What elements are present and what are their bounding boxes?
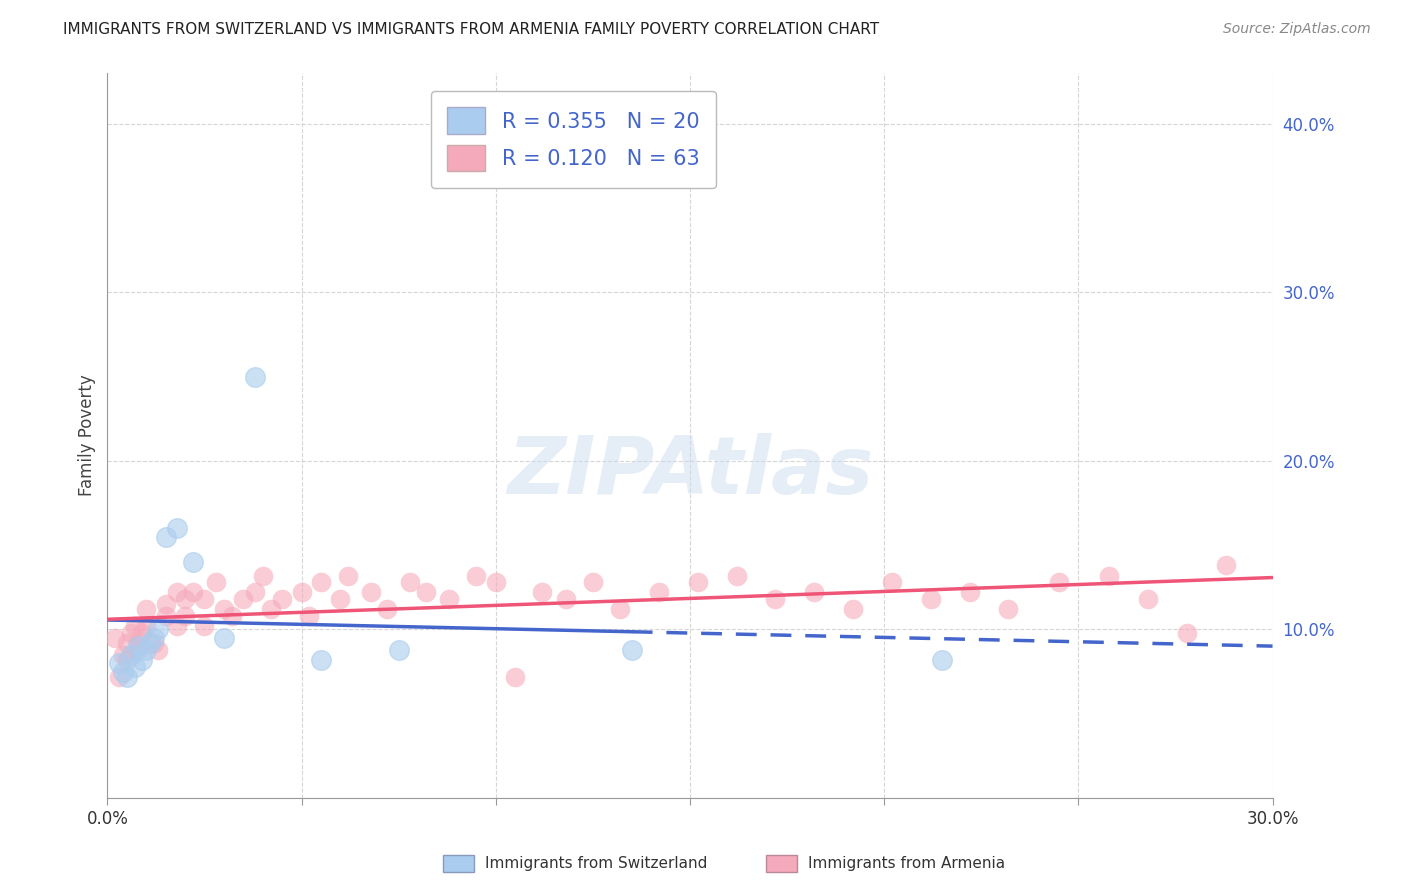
Point (298, 609, 321, 624)
Point (582, 575, 605, 590)
Point (155, 609, 177, 624)
Point (143, 631, 166, 645)
Point (181, 555, 204, 569)
Text: IMMIGRANTS FROM SWITZERLAND VS IMMIGRANTS FROM ARMENIA FAMILY POVERTY CORRELATIO: IMMIGRANTS FROM SWITZERLAND VS IMMIGRANT… (63, 22, 879, 37)
Point (337, 568, 360, 582)
Point (115, 670, 138, 684)
Point (166, 619, 188, 633)
Point (108, 670, 131, 684)
Point (880, 575, 903, 590)
Point (146, 623, 169, 637)
Point (931, 653, 953, 667)
Point (763, 592, 786, 607)
Point (803, 585, 825, 599)
Point (120, 648, 142, 662)
Point (725, 568, 748, 582)
Point (554, 592, 576, 607)
Point (135, 642, 157, 657)
Point (108, 657, 131, 671)
Point (375, 602, 398, 616)
Point (212, 631, 235, 645)
Point (111, 665, 134, 679)
Text: Immigrants from Armenia: Immigrants from Armenia (808, 856, 1005, 871)
Point (1098, 568, 1121, 582)
Point (127, 642, 149, 657)
Text: ZIPAtlas: ZIPAtlas (506, 433, 873, 511)
Point (1047, 575, 1070, 590)
Point (329, 592, 352, 607)
Point (115, 653, 138, 667)
Point (232, 592, 254, 607)
Point (221, 609, 243, 624)
Point (388, 642, 411, 657)
Point (259, 602, 281, 616)
Point (174, 609, 197, 624)
Point (609, 602, 631, 616)
Point (1137, 592, 1160, 607)
Point (181, 585, 204, 599)
Text: Source: ZipAtlas.com: Source: ZipAtlas.com (1223, 22, 1371, 37)
Text: Immigrants from Switzerland: Immigrants from Switzerland (485, 856, 707, 871)
Point (135, 619, 157, 633)
Point (104, 631, 127, 645)
Point (842, 602, 865, 616)
Point (115, 636, 138, 650)
Point (120, 625, 142, 640)
Point (212, 602, 235, 616)
Point (155, 530, 177, 544)
Point (485, 575, 508, 590)
Point (252, 568, 274, 582)
Point (155, 597, 177, 611)
Point (309, 653, 332, 667)
Point (1215, 558, 1237, 573)
Point (465, 568, 488, 582)
Point (243, 585, 266, 599)
Point (399, 575, 422, 590)
Point (959, 585, 981, 599)
Point (437, 592, 460, 607)
Point (124, 659, 146, 673)
Point (131, 625, 153, 640)
Point (531, 585, 554, 599)
Point (271, 592, 294, 607)
Point (415, 585, 437, 599)
Point (920, 592, 942, 607)
Point (290, 585, 312, 599)
Point (127, 640, 149, 654)
Point (620, 642, 643, 657)
Point (166, 521, 188, 535)
Point (686, 575, 709, 590)
Point (1175, 625, 1198, 640)
Point (503, 670, 526, 684)
Point (997, 602, 1019, 616)
Point (135, 602, 157, 616)
Point (205, 575, 228, 590)
Point (166, 585, 188, 599)
Point (648, 585, 671, 599)
Point (124, 619, 146, 633)
Point (243, 369, 266, 384)
Legend: R = 0.355   N = 20, R = 0.120   N = 63: R = 0.355 N = 20, R = 0.120 N = 63 (430, 91, 716, 188)
Point (193, 592, 215, 607)
Point (143, 636, 166, 650)
Y-axis label: Family Poverty: Family Poverty (79, 375, 96, 497)
Point (174, 592, 197, 607)
Point (193, 619, 215, 633)
Point (139, 636, 162, 650)
Point (309, 575, 332, 590)
Point (360, 585, 382, 599)
Point (146, 642, 169, 657)
Point (131, 653, 153, 667)
Point (111, 648, 134, 662)
Point (127, 636, 149, 650)
